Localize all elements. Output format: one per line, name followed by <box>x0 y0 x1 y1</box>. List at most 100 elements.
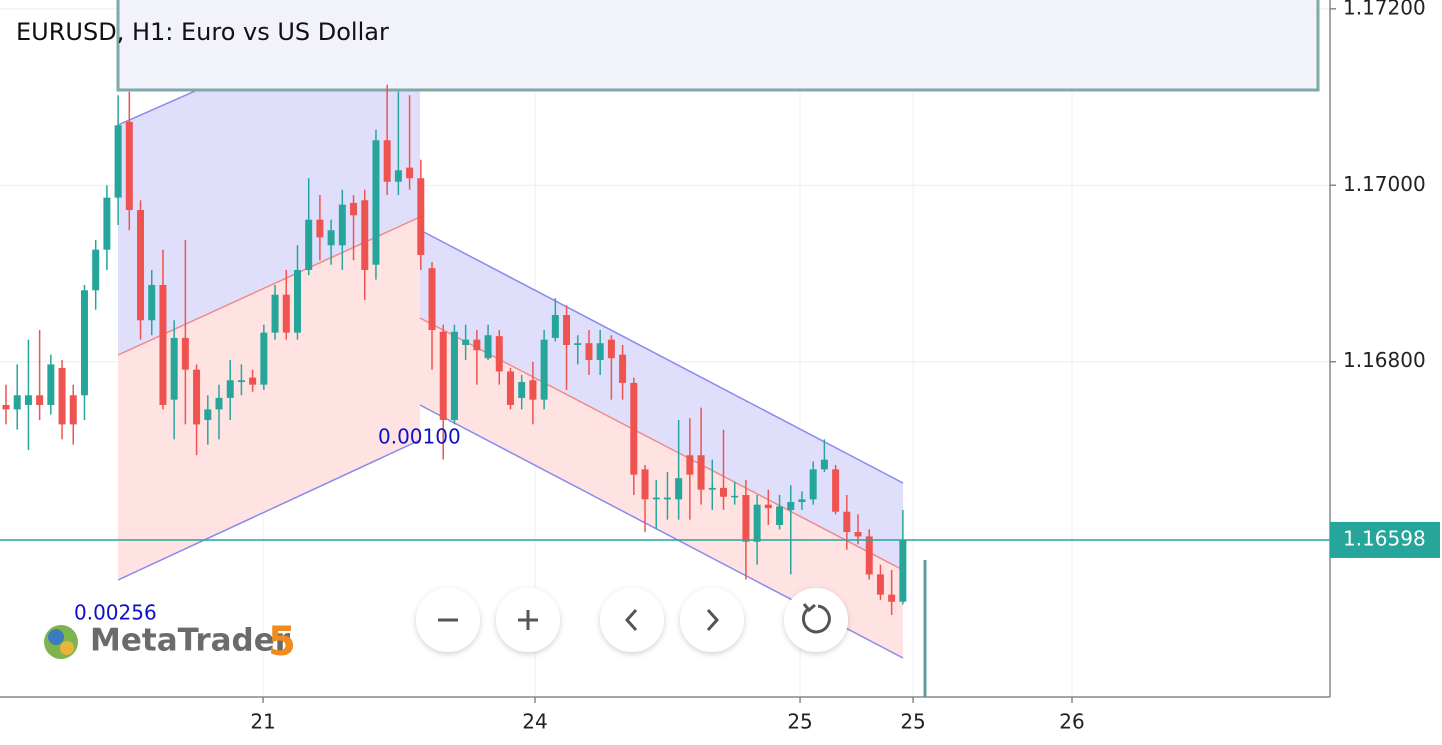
candle-body <box>551 314 559 338</box>
candle-body <box>361 200 369 270</box>
button-bg <box>680 588 744 652</box>
candle-body <box>125 121 133 210</box>
toolbar <box>416 588 848 652</box>
candle-body <box>327 230 335 246</box>
candle-body <box>193 369 201 425</box>
candle-body <box>383 140 391 182</box>
candle-body <box>574 343 582 345</box>
candle-body <box>686 455 694 475</box>
candle-body <box>630 382 638 475</box>
candle-body <box>719 487 727 497</box>
candle-body <box>495 336 503 372</box>
candle-body <box>406 167 414 179</box>
candle-body <box>47 364 55 405</box>
icon <box>706 608 720 632</box>
candle-body <box>13 395 21 410</box>
candle-body <box>159 284 167 405</box>
zoom-in-button[interactable] <box>496 588 560 652</box>
candle-body <box>249 377 257 385</box>
chart-title: EURUSD, H1: Euro vs US Dollar <box>16 18 389 46</box>
candle-body <box>731 495 739 498</box>
candle-body <box>708 487 716 490</box>
candle-body <box>473 339 481 351</box>
candle-body <box>450 331 458 420</box>
candle-body <box>462 339 470 345</box>
candle-body <box>518 382 526 398</box>
candle-body <box>58 367 66 425</box>
candle-body <box>663 497 671 500</box>
candle-body <box>832 469 840 512</box>
candle-body <box>596 343 604 360</box>
price-label: 1.16598 <box>1343 526 1426 550</box>
price-label-bg <box>1330 521 1440 558</box>
axes: 1.16800 1.17000 1.17200 21 24 25 25 26 <box>0 0 1426 734</box>
candle-body <box>753 504 761 542</box>
logo-name: MetaTrader <box>90 623 291 659</box>
channel-line <box>419 229 904 484</box>
candle-body <box>170 337 178 400</box>
candle-body <box>585 343 593 360</box>
candle-body <box>293 269 301 333</box>
logo-icon <box>60 641 74 655</box>
candle-body <box>394 170 402 182</box>
candle-body <box>675 478 683 500</box>
range-rectangle <box>116 0 1320 92</box>
zoom-out-button[interactable] <box>416 588 480 652</box>
candle-body <box>697 455 705 490</box>
candle-body <box>24 395 32 405</box>
candle-body <box>787 502 795 510</box>
candle-body <box>764 504 772 509</box>
candle-body <box>865 536 873 575</box>
channel-upper-fill <box>420 230 903 570</box>
annotation: 0.00100 <box>378 425 461 449</box>
channel-line <box>117 216 421 356</box>
candle-body <box>652 497 660 500</box>
candle-body <box>2 404 10 410</box>
candle-body <box>237 380 245 383</box>
candle-body <box>338 204 346 246</box>
logo-version: 5 <box>268 619 296 665</box>
candle-body <box>69 395 77 425</box>
candle-body <box>92 249 100 291</box>
candle-body <box>854 532 862 537</box>
candle-body <box>899 539 907 602</box>
channel-down <box>419 229 904 659</box>
icon <box>624 608 638 632</box>
channel-lower-fill <box>118 217 420 580</box>
candle-body <box>36 395 44 405</box>
candle-body <box>888 594 896 602</box>
candle-body <box>137 209 145 321</box>
y-tick-label: 1.17000 <box>1343 172 1426 196</box>
candle-body <box>204 409 212 420</box>
button-bg <box>600 588 664 652</box>
candle-body <box>316 219 324 238</box>
candle-body <box>114 125 122 198</box>
annotation: 0.00256 <box>74 601 157 625</box>
channel-line <box>117 439 421 581</box>
scroll-right-button[interactable] <box>680 588 744 652</box>
candle-body <box>260 332 268 385</box>
candle-body <box>843 511 851 533</box>
candle-body <box>417 178 425 255</box>
candle-body <box>742 494 750 542</box>
candle-body <box>607 339 615 359</box>
candle-body <box>350 202 358 216</box>
channel-lower-fill <box>420 318 903 658</box>
x-tick-label: 24 <box>522 710 547 734</box>
logo: MetaTrader 5 <box>44 619 296 665</box>
candle-body <box>529 380 537 400</box>
candle-body <box>820 459 828 470</box>
candle-body <box>540 339 548 400</box>
scroll-left-button[interactable] <box>600 588 664 652</box>
candle-body <box>484 335 492 359</box>
reset-button[interactable] <box>784 588 848 652</box>
candle-body <box>809 469 817 500</box>
candle-body <box>506 371 514 405</box>
candle-body <box>181 337 189 370</box>
button-bg <box>784 588 848 652</box>
x-tick-label: 26 <box>1059 710 1084 734</box>
candle-body <box>271 294 279 333</box>
candle-body <box>372 140 380 265</box>
y-tick-label: 1.16800 <box>1343 348 1426 372</box>
